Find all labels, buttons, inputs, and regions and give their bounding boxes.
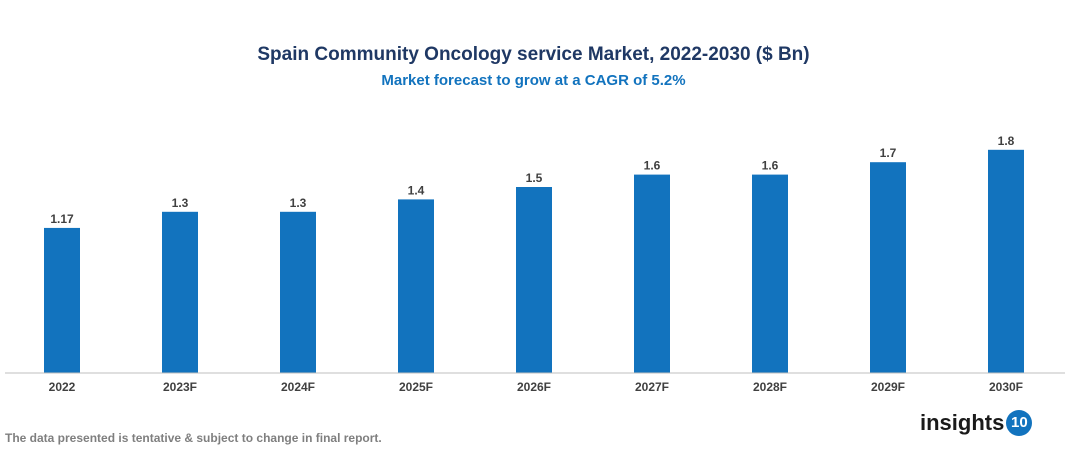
x-tick-label: 2028F xyxy=(753,380,787,394)
chart-subtitle: Market forecast to grow at a CAGR of 5.2… xyxy=(381,72,686,89)
x-tick-label: 2023F xyxy=(163,380,197,394)
data-label: 1.4 xyxy=(408,183,425,197)
data-label: 1.6 xyxy=(644,159,661,173)
bar xyxy=(280,211,316,373)
data-label: 1.6 xyxy=(762,159,779,173)
insights10-logo: insights 10 xyxy=(920,410,1033,436)
data-label: 1.8 xyxy=(998,134,1015,148)
x-tick-label: 2022 xyxy=(49,380,76,394)
data-label: 1.17 xyxy=(50,212,74,226)
data-label: 1.3 xyxy=(172,196,189,210)
chart-title: Spain Community Oncology service Market,… xyxy=(257,44,810,65)
x-tick-label: 2026F xyxy=(517,380,551,394)
bar xyxy=(44,227,80,373)
bar xyxy=(398,199,434,373)
disclaimer-note: The data presented is tentative & subjec… xyxy=(5,431,382,445)
logo-number-badge: 10 xyxy=(1006,410,1033,436)
bar xyxy=(162,211,198,373)
logo-text: insights xyxy=(920,410,1005,435)
data-label: 1.3 xyxy=(290,196,307,210)
x-tick-label: 2030F xyxy=(989,380,1023,394)
bar xyxy=(988,149,1024,373)
x-tick-label: 2027F xyxy=(635,380,669,394)
bar xyxy=(516,187,552,373)
x-tick-label: 2029F xyxy=(871,380,905,394)
bar xyxy=(752,174,788,373)
data-label: 1.7 xyxy=(880,146,897,160)
data-label: 1.5 xyxy=(526,171,543,185)
x-tick-label: 2024F xyxy=(281,380,315,394)
bar xyxy=(634,174,670,373)
x-tick-label: 2025F xyxy=(399,380,433,394)
bar xyxy=(870,162,906,373)
